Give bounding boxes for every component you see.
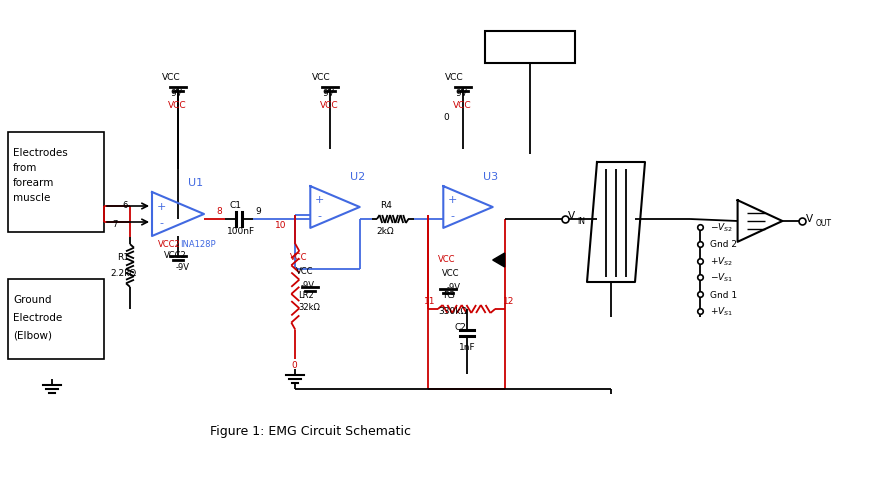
Text: 7: 7 <box>112 220 117 229</box>
Text: $-V_{S2}$: $-V_{S2}$ <box>710 221 733 234</box>
Text: -9V: -9V <box>176 262 190 271</box>
Text: 8: 8 <box>216 207 222 216</box>
Text: $-V_{S1}$: $-V_{S1}$ <box>710 271 733 284</box>
Text: VCC: VCC <box>453 100 472 109</box>
Bar <box>8 133 104 232</box>
Text: Electrodes: Electrodes <box>13 148 67 157</box>
Text: from: from <box>13 163 37 173</box>
Text: -9V: -9V <box>447 283 460 292</box>
Text: VCC2: VCC2 <box>164 250 186 259</box>
Text: VCC: VCC <box>162 73 180 83</box>
Text: VCC: VCC <box>442 269 460 278</box>
Text: OUT: OUT <box>815 218 831 227</box>
Polygon shape <box>493 253 504 267</box>
Text: -: - <box>317 210 321 220</box>
Text: R4: R4 <box>380 201 392 210</box>
Text: R1: R1 <box>117 253 129 262</box>
Text: R3: R3 <box>443 291 456 300</box>
Text: 2.2kΩ: 2.2kΩ <box>110 268 136 277</box>
Text: +: + <box>448 195 456 205</box>
Text: V: V <box>806 214 813 224</box>
Text: U1: U1 <box>188 178 203 188</box>
Text: Stage 1: Stage 1 <box>501 40 559 55</box>
Text: 330kΩ: 330kΩ <box>439 307 468 316</box>
Text: C2: C2 <box>455 323 466 332</box>
Text: VCC: VCC <box>297 267 313 276</box>
Text: (Elbow): (Elbow) <box>13 329 52 339</box>
Text: VCC2: VCC2 <box>158 240 181 249</box>
Text: C1: C1 <box>229 201 241 210</box>
Text: Gnd 1: Gnd 1 <box>710 290 737 299</box>
Text: muscle: muscle <box>13 192 51 203</box>
Text: VCC: VCC <box>445 73 464 83</box>
Text: 6: 6 <box>122 200 127 209</box>
Text: IN: IN <box>577 216 585 225</box>
Text: 9V: 9V <box>455 88 467 97</box>
Text: INA128P: INA128P <box>180 240 216 249</box>
Text: 100nF: 100nF <box>227 227 255 236</box>
Bar <box>485 32 575 64</box>
Bar <box>8 279 104 359</box>
Text: 11: 11 <box>424 297 436 306</box>
Text: LR2: LR2 <box>298 290 314 299</box>
Text: 9V: 9V <box>322 88 334 97</box>
Text: 1nF: 1nF <box>458 343 475 352</box>
Text: 10: 10 <box>275 221 287 229</box>
Text: forearm: forearm <box>13 178 54 188</box>
Text: V: V <box>568 211 575 220</box>
Text: Ground: Ground <box>13 294 52 304</box>
Text: VCC: VCC <box>290 253 308 262</box>
Text: Figure 1: EMG Circuit Schematic: Figure 1: EMG Circuit Schematic <box>210 425 410 438</box>
Text: U2: U2 <box>350 172 365 182</box>
Text: Electrode: Electrode <box>13 312 62 323</box>
Text: 0: 0 <box>291 361 297 370</box>
Text: $+V_{S1}$: $+V_{S1}$ <box>710 305 733 318</box>
Text: U3: U3 <box>483 172 498 182</box>
Text: +: + <box>156 202 166 212</box>
Text: VCC: VCC <box>439 255 456 264</box>
Text: -9V: -9V <box>300 281 314 290</box>
Text: $+V_{S2}$: $+V_{S2}$ <box>710 255 733 268</box>
Text: -: - <box>450 210 454 220</box>
Text: 9: 9 <box>255 207 261 216</box>
Text: Gnd 2: Gnd 2 <box>710 240 737 249</box>
Text: +: + <box>314 195 324 205</box>
Text: 0: 0 <box>443 113 448 122</box>
Text: VCC: VCC <box>312 73 330 83</box>
Text: 12: 12 <box>503 297 514 306</box>
Text: 2kΩ: 2kΩ <box>377 227 394 236</box>
Text: -: - <box>159 217 163 228</box>
Text: VCC: VCC <box>168 100 186 109</box>
Text: 9V: 9V <box>170 88 182 97</box>
Text: 32kΩ: 32kΩ <box>298 303 321 312</box>
Text: VCC: VCC <box>320 100 338 109</box>
